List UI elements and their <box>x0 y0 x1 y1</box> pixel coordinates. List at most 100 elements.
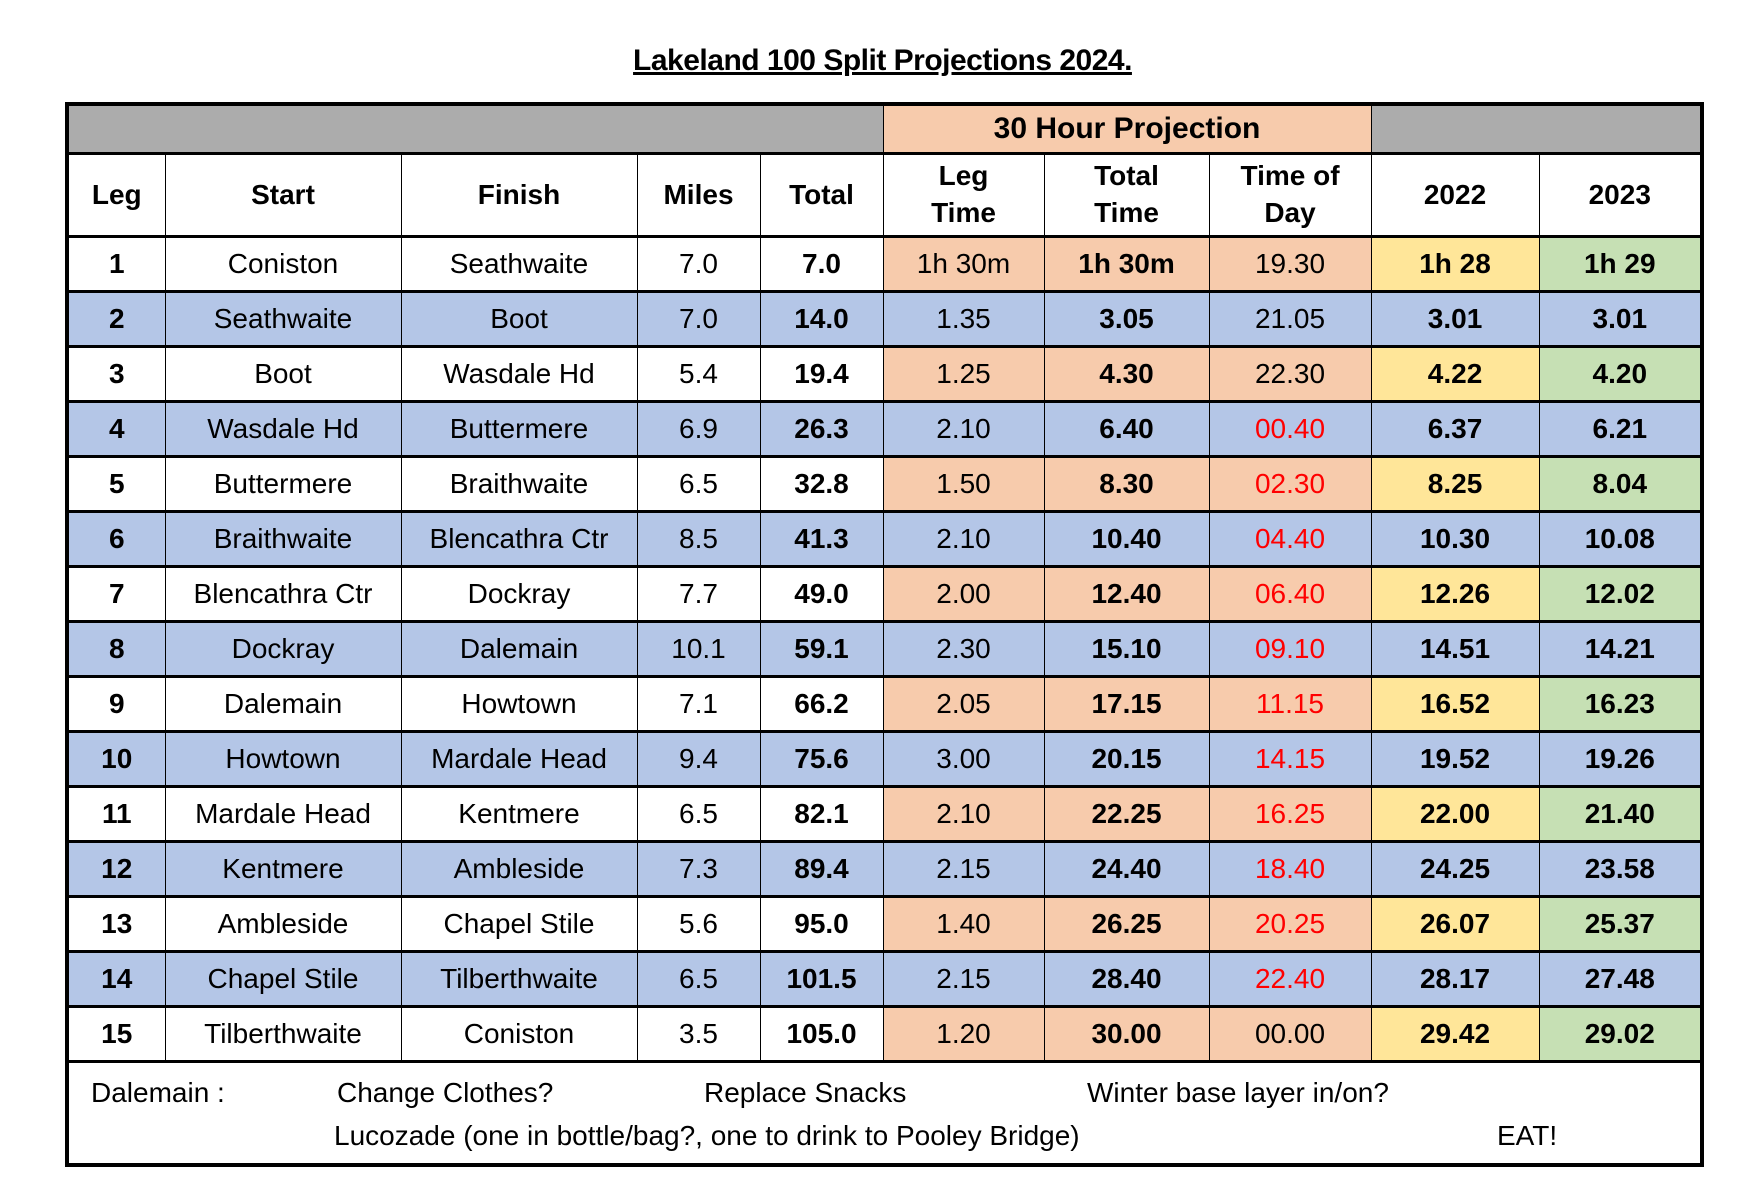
cell-miles: 5.4 <box>636 345 761 403</box>
cell-total-time: 1h 30m <box>1043 235 1210 293</box>
table-row: 9 Dalemain Howtown 7.1 66.2 2.05 17.15 1… <box>66 675 1703 733</box>
cell-leg: 15 <box>66 1005 166 1063</box>
cell-total: 14.0 <box>759 290 884 348</box>
cell-r2023: 19.26 <box>1538 730 1703 788</box>
cell-finish: Chapel Stile <box>400 895 638 953</box>
cell-total: 49.0 <box>759 565 884 623</box>
cell-total-time: 17.15 <box>1043 675 1210 733</box>
cell-miles: 7.1 <box>636 675 761 733</box>
cell-time-of-day: 02.30 <box>1208 455 1372 513</box>
cell-r2022: 4.22 <box>1370 345 1540 403</box>
table-row: 15 Tilberthwaite Coniston 3.5 105.0 1.20… <box>66 1005 1703 1063</box>
cell-finish: Blencathra Ctr <box>400 510 638 568</box>
cell-leg-time: 1.50 <box>882 455 1045 513</box>
cell-leg-time: 2.15 <box>882 950 1045 1008</box>
note-winter-base-layer: Winter base layer in/on? <box>1087 1077 1389 1108</box>
cell-finish: Ambleside <box>400 840 638 898</box>
cell-total: 101.5 <box>759 950 884 1008</box>
cell-r2022: 26.07 <box>1370 895 1540 953</box>
cell-r2022: 3.01 <box>1370 290 1540 348</box>
table-row: 6 Braithwaite Blencathra Ctr 8.5 41.3 2.… <box>66 510 1703 568</box>
cell-start: Wasdale Hd <box>164 400 402 458</box>
note-lucozade: Lucozade (one in bottle/bag?, one to dri… <box>334 1120 1080 1151</box>
cell-leg: 12 <box>66 840 166 898</box>
page-title: Lakeland 100 Split Projections 2024. <box>633 44 1132 77</box>
cell-finish: Buttermere <box>400 400 638 458</box>
cell-r2023: 27.48 <box>1538 950 1703 1008</box>
projection-band-label: 30 Hour Projection <box>882 102 1372 155</box>
cell-time-of-day: 11.15 <box>1208 675 1372 733</box>
col-header-time-of-day: Time of Day <box>1208 152 1372 238</box>
cell-r2022: 19.52 <box>1370 730 1540 788</box>
col-header-2023: 2023 <box>1538 152 1703 238</box>
cell-leg: 10 <box>66 730 166 788</box>
cell-start: Mardale Head <box>164 785 402 843</box>
cell-start: Blencathra Ctr <box>164 565 402 623</box>
cell-r2023: 1h 29 <box>1538 235 1703 293</box>
cell-time-of-day: 21.05 <box>1208 290 1372 348</box>
col-header-miles: Miles <box>636 152 761 238</box>
cell-leg: 6 <box>66 510 166 568</box>
col-header-start: Start <box>164 152 402 238</box>
cell-finish: Dalemain <box>400 620 638 678</box>
cell-leg: 9 <box>66 675 166 733</box>
cell-total-time: 28.40 <box>1043 950 1210 1008</box>
cell-leg-time: 1.25 <box>882 345 1045 403</box>
cell-time-of-day: 18.40 <box>1208 840 1372 898</box>
col-header-total: Total <box>759 152 884 238</box>
table-row: 7 Blencathra Ctr Dockray 7.7 49.0 2.00 1… <box>66 565 1703 623</box>
cell-total-time: 24.40 <box>1043 840 1210 898</box>
cell-total-time: 20.15 <box>1043 730 1210 788</box>
cell-start: Kentmere <box>164 840 402 898</box>
col-header-finish: Finish <box>400 152 638 238</box>
table-row: 12 Kentmere Ambleside 7.3 89.4 2.15 24.4… <box>66 840 1703 898</box>
cell-leg: 4 <box>66 400 166 458</box>
cell-leg-time: 1.40 <box>882 895 1045 953</box>
cell-r2023: 8.04 <box>1538 455 1703 513</box>
cell-finish: Kentmere <box>400 785 638 843</box>
cell-total: 7.0 <box>759 235 884 293</box>
cell-r2023: 23.58 <box>1538 840 1703 898</box>
cell-time-of-day: 06.40 <box>1208 565 1372 623</box>
cell-total-time: 10.40 <box>1043 510 1210 568</box>
cell-r2022: 24.25 <box>1370 840 1540 898</box>
splits-table: 30 Hour Projection Leg Start Finish Mile… <box>65 102 1705 1167</box>
cell-finish: Boot <box>400 290 638 348</box>
cell-r2023: 21.40 <box>1538 785 1703 843</box>
col-header-total-time-line1: Total <box>1094 160 1159 192</box>
cell-total-time: 26.25 <box>1043 895 1210 953</box>
cell-total-time: 15.10 <box>1043 620 1210 678</box>
col-header-leg-time: Leg Time <box>882 152 1045 238</box>
cell-leg-time: 1h 30m <box>882 235 1045 293</box>
table-row: 10 Howtown Mardale Head 9.4 75.6 3.00 20… <box>66 730 1703 788</box>
cell-miles: 7.0 <box>636 290 761 348</box>
col-header-total-time-line2: Time <box>1094 197 1159 228</box>
cell-miles: 6.9 <box>636 400 761 458</box>
cell-total: 66.2 <box>759 675 884 733</box>
cell-leg-time: 2.00 <box>882 565 1045 623</box>
cell-finish: Mardale Head <box>400 730 638 788</box>
cell-miles: 7.0 <box>636 235 761 293</box>
cell-finish: Coniston <box>400 1005 638 1063</box>
cell-miles: 6.5 <box>636 455 761 513</box>
table-row: 14 Chapel Stile Tilberthwaite 6.5 101.5 … <box>66 950 1703 1008</box>
cell-leg: 3 <box>66 345 166 403</box>
cell-r2023: 16.23 <box>1538 675 1703 733</box>
cell-start: Coniston <box>164 235 402 293</box>
cell-total: 95.0 <box>759 895 884 953</box>
cell-total-time: 12.40 <box>1043 565 1210 623</box>
cell-leg-time: 2.10 <box>882 510 1045 568</box>
table-row: 5 Buttermere Braithwaite 6.5 32.8 1.50 8… <box>66 455 1703 513</box>
band-left-grey <box>66 102 884 155</box>
cell-r2023: 29.02 <box>1538 1005 1703 1063</box>
table-row: 13 Ambleside Chapel Stile 5.6 95.0 1.40 … <box>66 895 1703 953</box>
col-header-2022: 2022 <box>1370 152 1540 238</box>
cell-miles: 7.3 <box>636 840 761 898</box>
notes-row: Dalemain : Change Clothes? Replace Snack… <box>66 1060 1703 1167</box>
cell-start: Boot <box>164 345 402 403</box>
col-header-time-of-day-line2: Day <box>1264 197 1316 228</box>
cell-start: Buttermere <box>164 455 402 513</box>
cell-r2022: 16.52 <box>1370 675 1540 733</box>
cell-leg: 5 <box>66 455 166 513</box>
